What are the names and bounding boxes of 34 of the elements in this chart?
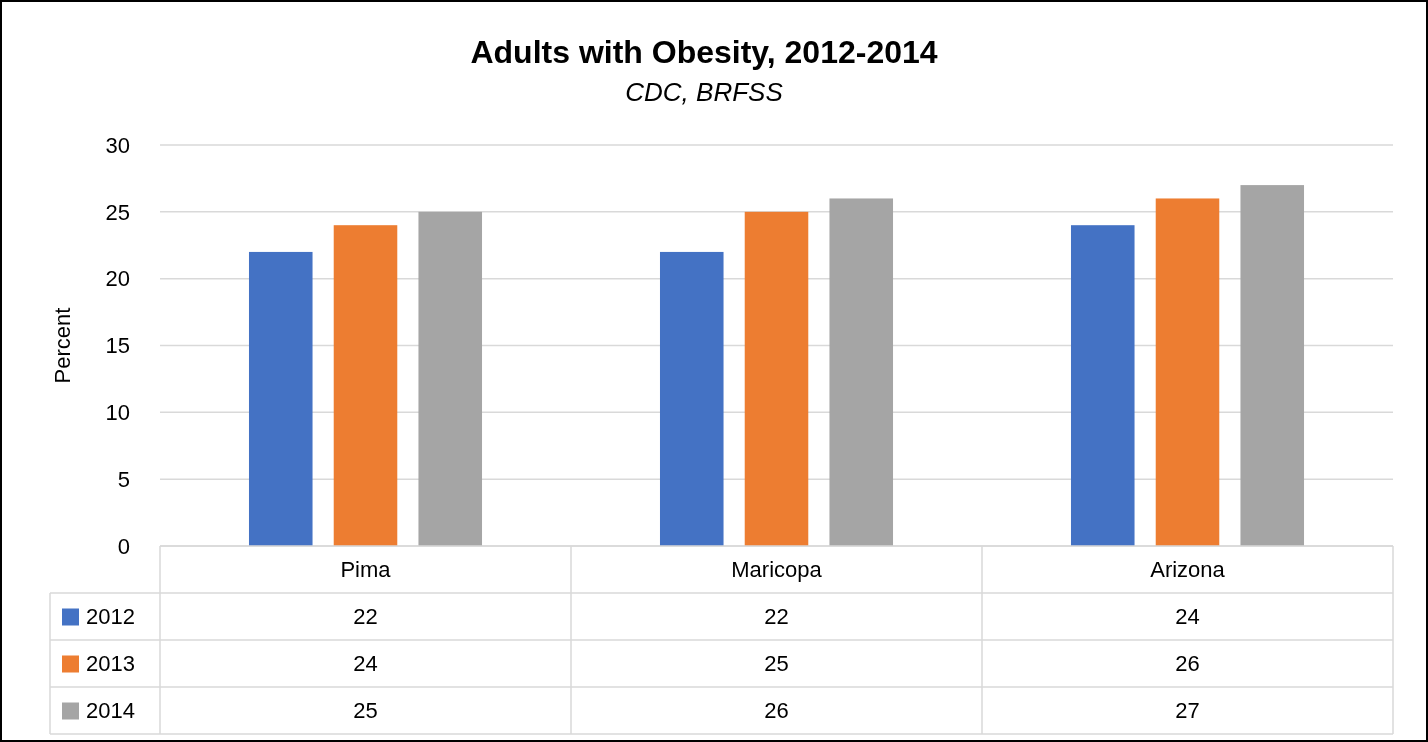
y-axis-title: Percent — [50, 307, 75, 384]
x-tick-label: Arizona — [1150, 557, 1226, 583]
y-tick-label: 15 — [105, 333, 130, 359]
data-label: 27 — [1175, 698, 1200, 724]
data-label: 26 — [764, 698, 789, 724]
y-tick-label: 30 — [105, 132, 130, 158]
y-tick-label: 10 — [105, 400, 130, 426]
data-label: 24 — [353, 651, 378, 677]
data-label: 26 — [1175, 651, 1200, 677]
bar — [1240, 185, 1305, 546]
bar — [248, 251, 313, 546]
data-label: 22 — [764, 604, 789, 630]
bar — [659, 251, 724, 546]
bar — [829, 198, 894, 546]
x-tick-label: Pima — [340, 557, 392, 583]
legend-label: 2013 — [86, 651, 135, 677]
data-label: 24 — [1175, 604, 1200, 630]
x-tick-label: Maricopa — [731, 557, 823, 583]
bar — [744, 211, 809, 546]
legend-label: 2012 — [86, 604, 135, 630]
y-tick-label: 0 — [117, 533, 130, 559]
bar — [1070, 225, 1135, 546]
data-label: 25 — [764, 651, 789, 677]
data-label: 22 — [353, 604, 378, 630]
bar — [1155, 198, 1220, 546]
bar — [418, 211, 483, 546]
bar — [333, 225, 398, 546]
legend-label: 2014 — [86, 698, 135, 724]
chart-subtitle: CDC, BRFSS — [625, 77, 784, 107]
y-tick-label: 20 — [105, 266, 130, 292]
y-tick-label: 25 — [105, 199, 130, 225]
chart-title: Adults with Obesity, 2012-2014 — [470, 34, 938, 70]
data-label: 25 — [353, 698, 378, 724]
y-tick-label: 5 — [117, 466, 130, 492]
